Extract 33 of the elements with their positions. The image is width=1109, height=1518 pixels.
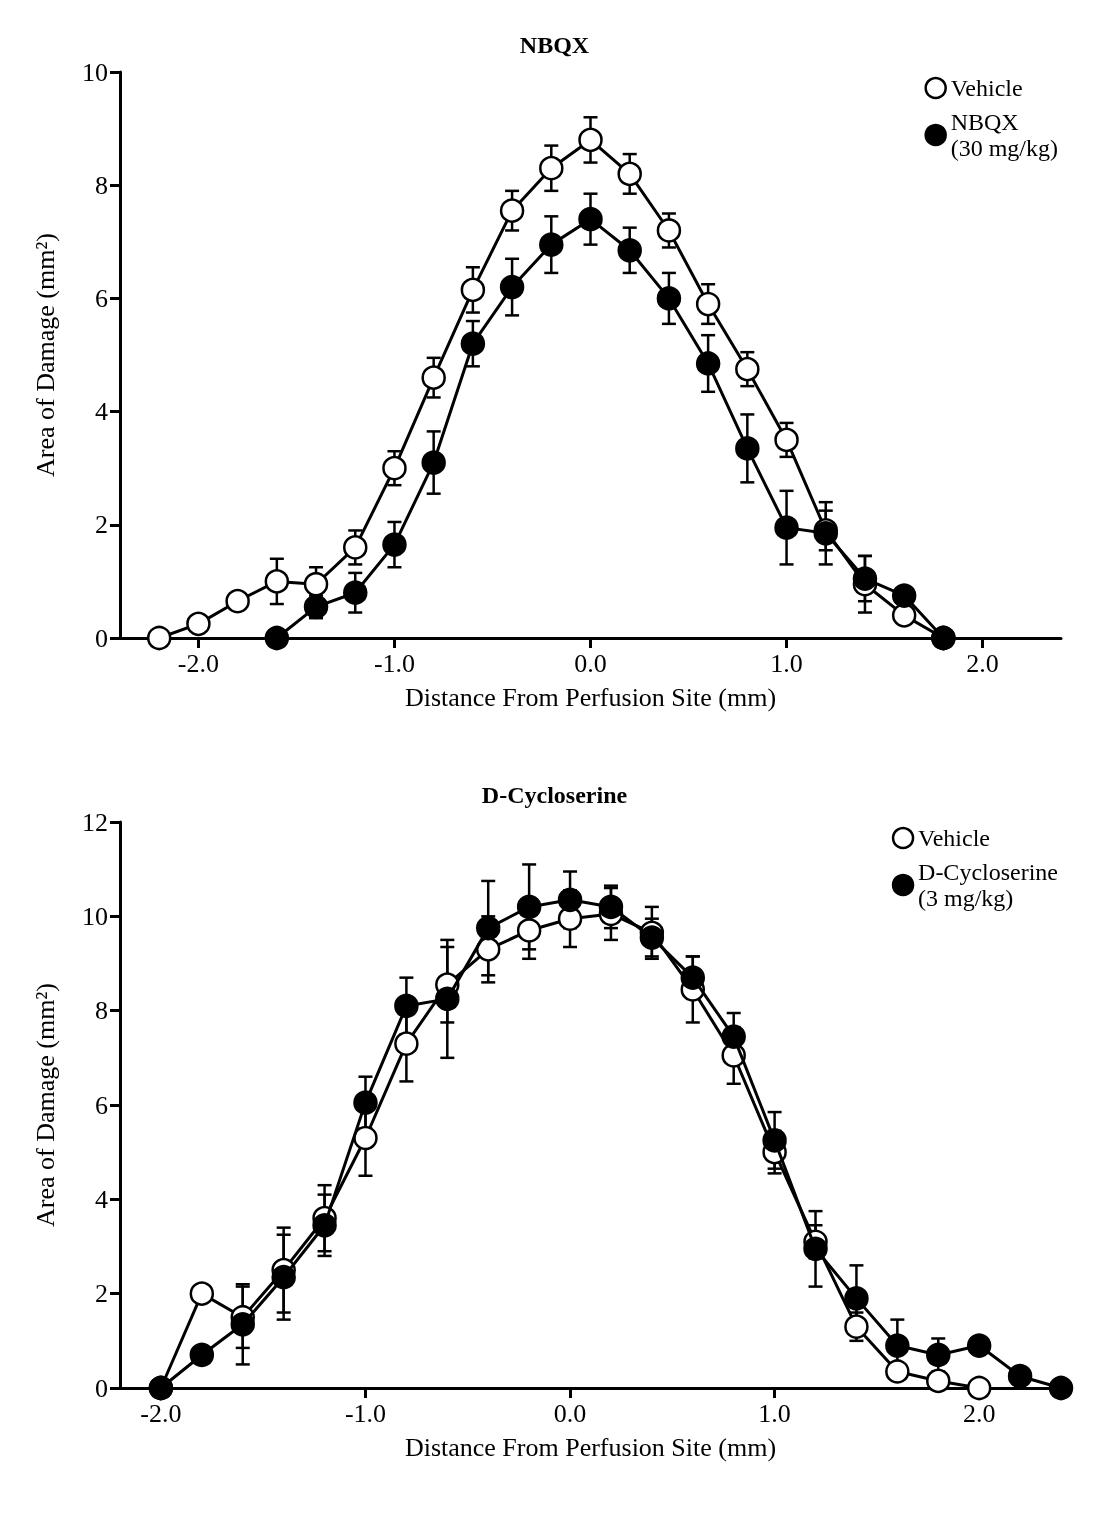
- y-tick-label: 4: [95, 397, 108, 427]
- y-tick-label: 4: [95, 1184, 108, 1214]
- chart-title: NBQX: [519, 32, 590, 58]
- x-tick-label: -1.0: [344, 1398, 387, 1428]
- y-tick-label: 2: [95, 1279, 108, 1309]
- x-axis-title: Distance From Perfusion Site (mm): [404, 1432, 777, 1462]
- x-tick-label: -2.0: [140, 1398, 182, 1428]
- x-tick-label: 2.0: [966, 648, 999, 678]
- x-tick-label: 1.0: [770, 648, 803, 678]
- chart-title: D-Cycloserine: [481, 782, 628, 808]
- y-tick-label: 0: [95, 623, 108, 653]
- x-tick-label: -2.0: [177, 648, 219, 678]
- y-tick-label: 6: [95, 1090, 108, 1120]
- legend-label: Vehicle: [918, 825, 991, 851]
- y-tick-label: 8: [95, 996, 108, 1026]
- y-tick-label: 0: [95, 1373, 108, 1403]
- x-axis-title: Distance From Perfusion Site (mm): [404, 682, 777, 712]
- x-tick-label: 0.0: [553, 1398, 587, 1428]
- y-tick-label: 6: [95, 283, 108, 313]
- y-tick-label: 2: [95, 510, 108, 540]
- legend-label: NBQX (30 mg/kg): [950, 109, 1059, 161]
- y-tick-label: 10: [82, 901, 108, 931]
- y-axis-title: Area of Damage (mm²): [30, 983, 60, 1227]
- y-tick-label: 12: [82, 807, 108, 837]
- x-tick-label: 0.0: [574, 648, 607, 678]
- x-tick-label: 2.0: [962, 1398, 996, 1428]
- legend-label: Vehicle: [950, 75, 1023, 101]
- x-tick-label: 1.0: [758, 1398, 791, 1428]
- legend-label: D-Cycloserine (3 mg/kg): [918, 859, 1059, 911]
- x-tick-label: -1.0: [373, 648, 416, 678]
- y-tick-label: 10: [82, 57, 108, 87]
- y-axis-title: Area of Damage (mm²): [30, 233, 60, 477]
- y-tick-label: 8: [95, 170, 108, 200]
